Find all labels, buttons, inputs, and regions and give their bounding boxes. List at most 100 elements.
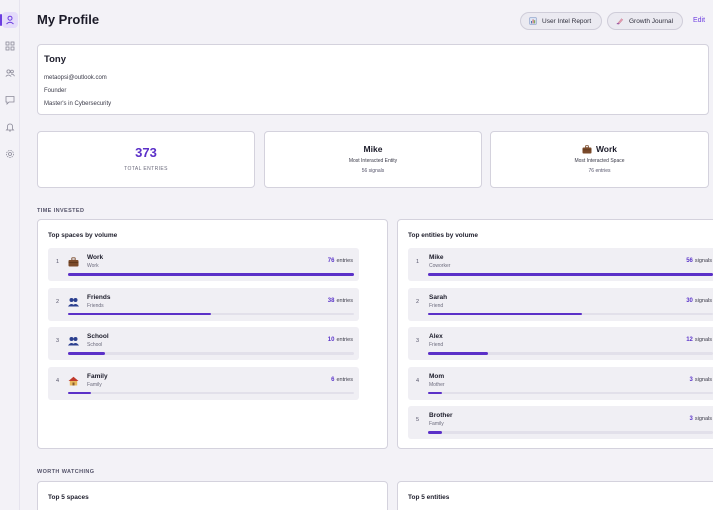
space-row[interactable]: 4 Family Family 6 entries <box>48 366 359 400</box>
row-count: 38 entries <box>327 297 353 304</box>
row-progress-fill <box>428 273 713 276</box>
page-title: My Profile <box>37 12 100 27</box>
row-progress-fill <box>428 312 582 315</box>
sidebar-item-notifications[interactable] <box>2 119 18 135</box>
row-rank: 5 <box>416 417 420 423</box>
entity-row[interactable]: 2 Sarah Friend 30 signals <box>408 287 713 321</box>
row-rank: 1 <box>56 259 60 265</box>
person-icon <box>6 15 14 25</box>
chart-icon <box>529 17 537 25</box>
stat-most-interacted-entity: Mike Most Interacted Entity 56 signals <box>264 131 482 188</box>
row-progress-track <box>68 352 354 355</box>
entity-row[interactable]: 3 Alex Friend 12 signals <box>408 327 713 360</box>
total-entries-label: TOTAL ENTRIES <box>124 166 168 172</box>
profile-name: Tony <box>44 54 66 65</box>
top-entities-panel: Top entities by volume 1 Mike Coworker 56 si… <box>397 219 713 449</box>
top-space-entries: 76 entries <box>588 168 611 174</box>
profile-role: Founder <box>44 88 67 94</box>
row-name: Brother <box>429 412 453 419</box>
top-spaces-title: Top spaces by volume <box>48 232 118 239</box>
row-progress-fill <box>428 431 443 434</box>
people-icon <box>5 69 15 77</box>
row-count: 3 signals <box>689 416 712 422</box>
row-progress-track <box>428 273 713 276</box>
row-subtitle: Friend <box>429 342 444 348</box>
growth-journal-label: Growth Journal <box>629 17 674 25</box>
space-row[interactable]: 2 Friends Friends 38 entries <box>48 287 359 321</box>
row-progress-fill <box>428 352 488 355</box>
briefcase-icon <box>582 144 592 153</box>
chat-icon <box>5 96 15 105</box>
briefcase-icon <box>68 257 79 267</box>
row-subtitle: Friends <box>87 302 104 309</box>
main-content: My Profile User Intel Report Growth Jour… <box>20 0 713 510</box>
row-count: 76 entries <box>327 258 353 264</box>
row-progress-track <box>428 312 713 315</box>
grid-icon <box>5 41 15 51</box>
top-5-spaces-title: Top 5 spaces <box>48 494 89 501</box>
row-progress-track <box>428 352 713 355</box>
total-entries-value: 373 <box>135 145 157 160</box>
row-progress-fill <box>68 273 354 276</box>
row-progress-fill <box>428 391 443 394</box>
space-row[interactable]: 3 School School 10 entries <box>48 327 359 360</box>
user-intel-report-label: User Intel Report <box>542 17 592 25</box>
row-progress-fill <box>68 391 91 394</box>
top-space-value: Work <box>595 144 618 154</box>
row-progress-track <box>428 431 713 434</box>
row-subtitle: School <box>87 342 103 348</box>
sidebar-item-messages[interactable] <box>2 92 18 108</box>
row-rank: 4 <box>56 377 60 384</box>
journal-icon <box>616 18 624 25</box>
row-rank: 2 <box>56 298 60 305</box>
top-entity-signals: 56 signals <box>361 168 385 174</box>
entity-row[interactable]: 1 Mike Coworker 56 signals <box>408 248 713 281</box>
top-entities-title: Top entities by volume <box>408 232 478 239</box>
row-name: Work <box>87 254 104 261</box>
people-icon <box>68 297 79 307</box>
time-invested-label: TIME INVESTED <box>37 208 85 214</box>
row-name: Alex <box>429 333 443 340</box>
growth-journal-button[interactable]: Growth Journal <box>607 12 683 30</box>
row-progress-track <box>68 312 354 315</box>
row-count: 30 signals <box>686 297 712 304</box>
row-rank: 3 <box>416 338 420 344</box>
row-count: 10 entries <box>327 337 353 343</box>
row-progress-track <box>428 391 713 394</box>
row-progress-fill <box>68 352 106 355</box>
stat-most-interacted-space: Work Most Interacted Space 76 entries <box>490 131 709 188</box>
row-count: 12 signals <box>686 337 712 343</box>
edit-link[interactable]: Edit <box>693 17 706 24</box>
row-count: 6 entries <box>331 376 353 383</box>
space-row[interactable]: 1 Work Work 76 entries <box>48 248 359 281</box>
sidebar-item-spaces[interactable] <box>2 38 18 54</box>
row-name: School <box>87 333 109 340</box>
row-count: 3 signals <box>689 376 712 383</box>
sidebar-item-entities[interactable] <box>2 65 18 81</box>
top-space-label: Most Interacted Space <box>574 158 625 164</box>
row-subtitle: Mother <box>429 381 445 388</box>
sidebar-item-settings[interactable] <box>2 146 18 162</box>
top-space-heading: Work <box>491 144 708 154</box>
row-name: Mike <box>429 254 444 261</box>
profile-email: metaopsi@outlook.com <box>44 75 107 81</box>
entity-row[interactable]: 5 Brother Family 3 signals <box>408 406 713 439</box>
row-subtitle: Friend <box>429 302 444 309</box>
row-name: Sarah <box>429 293 448 301</box>
row-subtitle: Work <box>87 263 99 269</box>
sidebar-item-profile[interactable] <box>2 12 18 28</box>
user-intel-report-button[interactable]: User Intel Report <box>520 12 602 30</box>
bell-icon <box>5 123 15 132</box>
top-5-entities-title: Top 5 entities <box>408 494 450 501</box>
row-rank: 1 <box>416 259 420 265</box>
profile-education: Master's in Cybersecurity <box>44 101 112 107</box>
entity-row[interactable]: 4 Mom Mother 3 signals <box>408 366 713 400</box>
row-subtitle: Family <box>429 421 444 427</box>
row-progress-track <box>68 391 354 394</box>
row-name: Mom <box>429 372 445 380</box>
row-name: Family <box>87 372 108 380</box>
row-subtitle: Family <box>87 381 102 388</box>
row-rank: 3 <box>56 338 60 344</box>
top-5-spaces-panel: Top 5 spaces <box>37 481 388 510</box>
active-indicator <box>0 14 2 26</box>
